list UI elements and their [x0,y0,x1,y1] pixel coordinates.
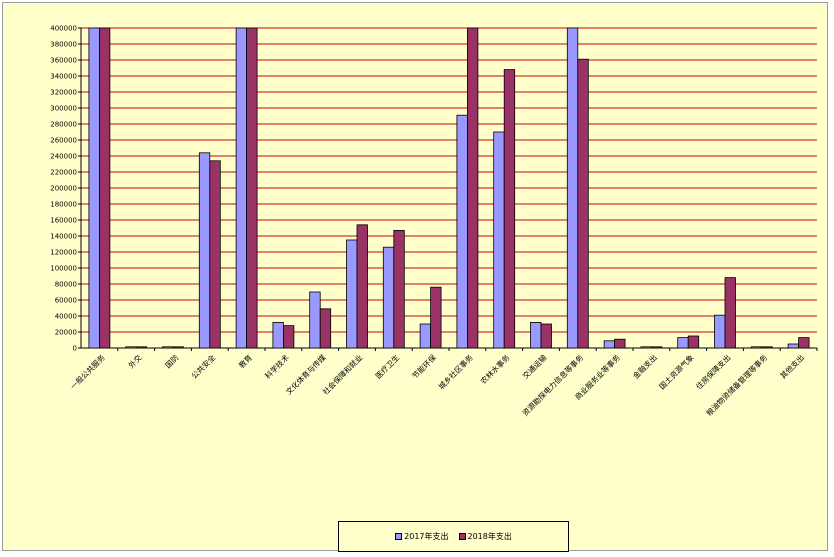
x-tick-label: 金融支出 [631,352,659,380]
bar-2018 [246,27,258,349]
x-tick-label: 资源勘探电力信息等事务 [520,352,586,418]
bar-2018 [466,27,479,349]
y-tick-label: 400000 [50,25,77,33]
y-tick-label: 60000 [55,297,77,305]
bar-2017 [714,314,726,349]
y-tick-label: 340000 [50,73,77,81]
x-tick-label: 医疗卫生 [373,352,402,381]
bar-2017 [640,346,652,349]
legend-label-2018: 2018年支出 [467,532,512,541]
x-tick-label: 国防 [163,352,181,370]
y-tick-label: 240000 [50,153,77,161]
legend-swatch-2017 [395,533,403,540]
x-tick-label: 公共安全 [189,352,218,381]
bar-2017 [456,114,468,349]
bar-2017 [309,291,321,349]
x-tick-label: 城乡社区事务 [436,352,475,391]
bar-2017 [493,131,505,349]
bar-2018 [761,346,773,349]
bar-2018 [319,308,332,349]
bar-2017 [162,346,174,349]
legend-item-2018: 2018年支出 [458,531,512,542]
y-tick-label: 20000 [55,329,77,337]
y-tick-label: 160000 [50,217,77,225]
bar-2017 [787,343,799,349]
y-tick-label: 140000 [50,233,77,241]
bar-2018 [724,277,736,349]
y-tick-label: 100000 [50,265,77,273]
x-tick-label: 社会保障和就业 [320,352,365,397]
bar-2017 [272,321,284,349]
bar-2017 [198,152,211,349]
x-tick-label: 国土资源气象 [657,352,696,391]
y-tick-label: 220000 [50,169,77,177]
x-tick-label: 交通运输 [520,352,549,381]
bar-2018 [577,58,589,349]
bar-2018 [430,286,442,349]
bar-2017 [677,337,689,349]
bar-2018 [393,229,405,349]
x-tick-label: 其他支出 [778,352,806,380]
y-tick-label: 0 [73,345,77,353]
y-tick-label: 80000 [55,281,77,289]
legend-label-2017: 2017年支出 [404,532,449,541]
y-tick-label: 320000 [50,89,77,97]
bar-2017 [750,346,763,349]
bar-2018 [209,160,221,349]
bar-2018 [503,69,516,349]
bar-2017 [530,321,542,349]
x-tick-label: 农林水事务 [478,352,512,386]
y-tick-label: 300000 [50,105,77,113]
y-tick-label: 380000 [50,41,77,49]
y-tick-label: 180000 [50,201,77,209]
legend-swatch-2018 [458,533,466,540]
y-tick-label: 280000 [50,121,77,129]
x-tick-label: 粮油物资储备管理等事务 [704,352,770,418]
bar-2018 [651,346,663,349]
x-tick-label: 教育 [236,352,254,370]
chart-frame [2,2,828,551]
y-tick-label: 120000 [50,249,77,257]
bar-2017 [419,323,432,349]
legend-item-2017: 2017年支出 [395,531,449,542]
bar-2017 [346,239,358,349]
x-tick-label: 一般公共服务 [68,352,107,391]
legend: 2017年支出 2018年支出 [338,521,569,552]
bar-2018 [798,337,810,349]
y-tick-label: 40000 [55,313,77,321]
bar-2017 [603,340,615,349]
bar-2018 [687,335,700,349]
bar-2018 [99,27,111,349]
x-tick-label: 外交 [126,352,144,370]
bar-2017 [125,346,137,349]
bar-2018 [172,346,184,349]
bar-2017 [235,27,248,349]
bar-2017 [88,27,100,349]
y-tick-label: 260000 [50,137,77,145]
y-tick-label: 360000 [50,57,77,65]
bar-2018 [135,346,148,349]
bar-2018 [356,224,368,349]
bar-2018 [282,325,295,349]
y-tick-label: 200000 [50,185,77,193]
x-tick-label: 科学技术 [263,352,292,381]
bar-2018 [540,323,552,349]
bar-2017 [382,246,395,349]
bar-2018 [614,338,626,349]
x-tick-label: 住房保障支出 [694,352,733,391]
bar-2017 [566,27,579,349]
x-tick-label: 节能环保 [410,352,439,381]
